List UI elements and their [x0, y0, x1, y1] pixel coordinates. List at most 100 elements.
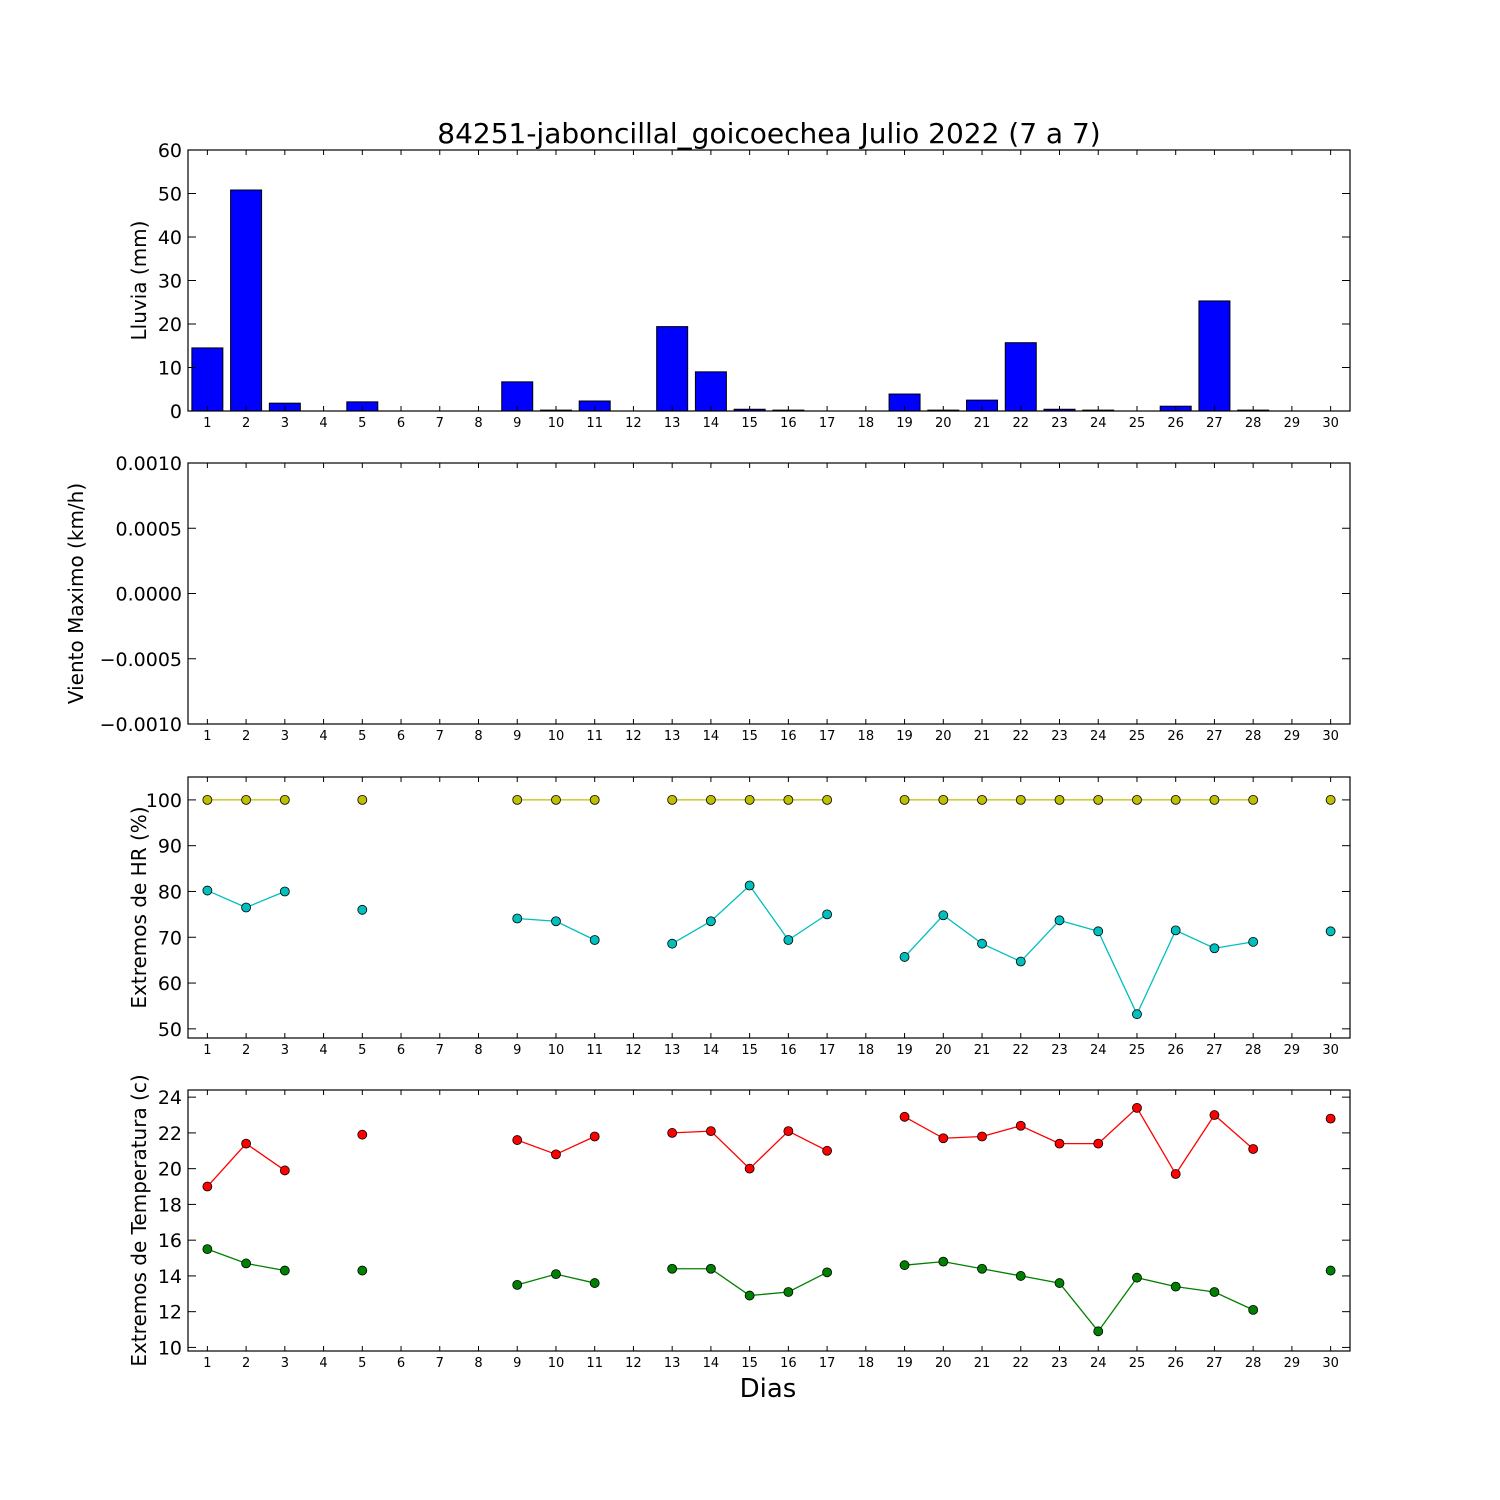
panel-lluvia: 1 2 3 4 5 6 7 8 9 10 11 12 13 14 15 16 17 18 19 20 21 22 23 24 2…: [127, 140, 1351, 431]
x-tick-label: 6: [397, 1356, 405, 1371]
y-axis-label: Extremos de HR (%): [127, 806, 151, 1008]
series-0-point-day-1: [202, 794, 213, 805]
y-tick-label: 60: [158, 973, 182, 995]
series-0-point-day-19: [899, 794, 910, 805]
x-tick-label: 2: [242, 416, 250, 431]
series-0-point-day-9: [512, 1135, 523, 1145]
series-0-point-day-15: [744, 794, 755, 805]
series-0-point-day-21: [977, 794, 987, 805]
y-tick-label: 60: [158, 140, 182, 162]
x-tick-label: 10: [548, 729, 565, 744]
y-tick-label: 18: [158, 1194, 182, 1216]
x-tick-label: 28: [1245, 729, 1262, 744]
x-tick-label: 25: [1129, 729, 1146, 744]
x-tick-label: 20: [935, 1356, 952, 1371]
x-tick-label: 22: [1012, 1356, 1029, 1371]
x-tick-label: 2: [242, 729, 250, 744]
series-0-point-day-24: [1093, 1138, 1104, 1149]
y-axis-label: Extremos de Temperatura (c): [127, 1074, 151, 1366]
x-tick-label: 8: [474, 1356, 482, 1371]
bar-day-2: [230, 189, 263, 412]
series-1-point-day-14: [706, 916, 716, 927]
series-1-point-day-14: [706, 1263, 716, 1274]
x-tick-label: 27: [1206, 1356, 1223, 1371]
series-1-point-day-21: [977, 938, 987, 949]
x-tick-label: 7: [436, 1043, 444, 1058]
x-tick-label: 4: [319, 1356, 327, 1371]
series-1-point-day-5: [357, 904, 368, 915]
panel-hr: 1 2 3 4 5 6 7 8 9 10 11 12 13 14 15 16 17 18 19 20 21 22 23 24 2…: [127, 776, 1351, 1058]
x-tick-label: 30: [1322, 1356, 1339, 1371]
x-tick-label: 26: [1167, 416, 1184, 431]
x-tick-label: 27: [1206, 1043, 1223, 1058]
y-tick-label: 50: [158, 1019, 182, 1041]
series-0-point-day-22: [1015, 794, 1026, 805]
series-0-point-day-20: [938, 1133, 949, 1144]
x-tick-label: 27: [1206, 729, 1223, 744]
x-tick-label: 13: [664, 1043, 681, 1058]
series-1-point-day-17: [822, 1267, 832, 1278]
x-tick-label: 30: [1322, 416, 1339, 431]
series-1-point-day-27: [1209, 1287, 1220, 1297]
x-tick-label: 24: [1090, 1043, 1107, 1058]
x-tick-label: 23: [1051, 416, 1068, 431]
x-tick-label: 14: [703, 729, 720, 744]
x-tick-label: 1: [203, 416, 211, 431]
x-tick-label: 3: [281, 1043, 289, 1058]
series-1-point-day-20: [938, 910, 949, 921]
series-1-point-day-15: [744, 880, 755, 891]
x-tick-label: 13: [664, 729, 681, 744]
series-0-point-day-9: [512, 794, 523, 805]
series-1-point-day-24: [1093, 926, 1104, 937]
x-tick-label: 9: [513, 729, 521, 744]
series-0-point-day-3: [279, 794, 290, 805]
x-tick-label: 12: [625, 1356, 642, 1371]
x-tick-label: 15: [741, 1043, 758, 1058]
bar-day-13: [656, 326, 689, 412]
series-1-point-day-24: [1093, 1326, 1104, 1337]
y-tick-label: 0.0010: [116, 453, 182, 475]
series-1-point-day-21: [977, 1263, 987, 1274]
x-tick-label: 26: [1167, 729, 1184, 744]
y-tick-label: 100: [146, 790, 182, 812]
series-1-point-day-28: [1248, 936, 1259, 947]
series-0-point-day-21: [977, 1131, 987, 1142]
x-tick-label: 29: [1284, 1356, 1301, 1371]
x-tick-label: 12: [625, 729, 642, 744]
x-tick-label: 1: [203, 729, 211, 744]
series-1-point-day-23: [1054, 915, 1065, 926]
series-0-point-day-28: [1248, 794, 1259, 805]
x-tick-label: 8: [474, 416, 482, 431]
x-tick-label: 28: [1245, 1356, 1262, 1371]
series-1-point-day-28: [1248, 1304, 1259, 1315]
series-0-point-day-11: [589, 1131, 600, 1142]
series-1-point-day-3: [279, 1265, 290, 1276]
series-1-line: [904, 1260, 1254, 1333]
series-1-point-day-1: [202, 885, 213, 896]
series-0-point-day-20: [938, 794, 949, 805]
series-1-point-day-10: [551, 916, 561, 927]
series-1-point-day-25: [1132, 1009, 1142, 1020]
x-tick-label: 10: [548, 1043, 565, 1058]
y-tick-label: 30: [158, 271, 182, 293]
x-tick-label: 2: [242, 1356, 250, 1371]
x-tick-label: 11: [586, 416, 603, 431]
x-tick-label: 20: [935, 1043, 952, 1058]
x-tick-label: 18: [858, 416, 875, 431]
series-0-point-day-17: [822, 1145, 832, 1156]
x-tick-label: 4: [319, 416, 327, 431]
series-0-point-day-2: [241, 1138, 252, 1149]
x-tick-label: 17: [819, 729, 836, 744]
series-1-point-day-2: [241, 902, 252, 913]
x-tick-label: 15: [741, 1356, 758, 1371]
x-tick-label: 15: [741, 416, 758, 431]
x-tick-label: 23: [1051, 1043, 1068, 1058]
y-axis-label: Viento Maximo (km/h): [64, 483, 88, 704]
series-1-point-day-30: [1325, 926, 1336, 937]
x-tick-label: 19: [896, 729, 913, 744]
series-0-point-day-16: [783, 1126, 794, 1137]
bar-day-22: [1004, 342, 1037, 412]
x-tick-label: 19: [896, 416, 913, 431]
series-0-point-day-23: [1054, 794, 1065, 805]
